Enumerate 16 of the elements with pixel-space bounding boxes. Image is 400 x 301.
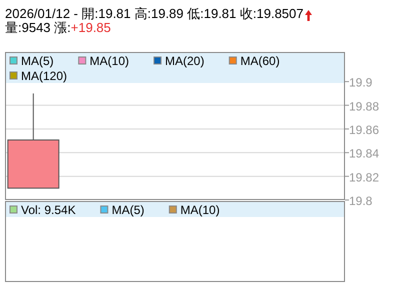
subtitle: 量:9543 漲:+19.85 — [5, 20, 111, 35]
y-tick-label: 19.9 — [349, 76, 373, 90]
legend-label: MA(120) — [21, 69, 68, 83]
y-tick-label: 19.88 — [349, 99, 380, 114]
legend-label: Vol: 9.54K — [21, 203, 76, 217]
legend-label: MA(10) — [180, 203, 220, 217]
legend-label: MA(20) — [165, 54, 204, 68]
legend-label: MA(5) — [21, 54, 54, 68]
legend-label: MA(5) — [112, 203, 144, 217]
legend-label: MA(10) — [90, 54, 130, 68]
y-tick-label: 19.82 — [349, 170, 380, 184]
y-tick-label: 19.84 — [349, 146, 380, 161]
legend-label: MA(60) — [240, 54, 280, 68]
y-tick-label: 19.8 — [349, 194, 373, 208]
y-tick-label: 19.86 — [349, 122, 380, 137]
title: 2026/01/12 - 開:19.81 高:19.89 低:19.81 收:19.8507 — [5, 6, 304, 21]
